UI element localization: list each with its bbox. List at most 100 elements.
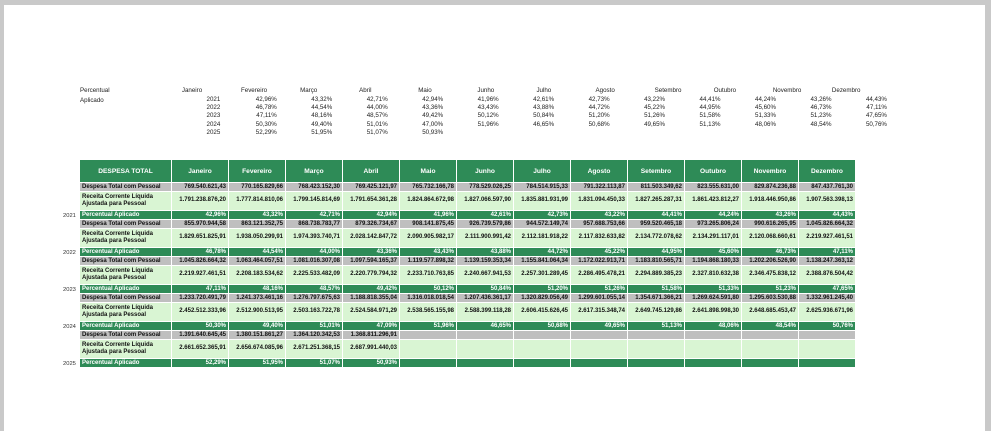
value-cell: 1.777.814.810,06 xyxy=(229,192,285,210)
value-cell: 770.165.829,66 xyxy=(229,183,285,191)
value-cell xyxy=(571,359,627,367)
value-cell: 829.874.236,88 xyxy=(742,183,798,191)
summary-value: 43,32% xyxy=(311,96,333,103)
value-cell: 1.332.961.245,40 xyxy=(799,294,855,302)
row-label-percentual: Percentual Aplicado xyxy=(80,322,171,330)
summary-month-header: Outubro xyxy=(713,87,737,94)
summary-value: 48,54% xyxy=(810,120,832,128)
value-cell: 2.346.475.838,12 xyxy=(742,266,798,284)
value-cell: 43,22% xyxy=(571,211,627,219)
row-label-despesa: Despesa Total com Pessoal xyxy=(80,220,171,228)
summary-month-header: Junho xyxy=(477,87,495,94)
summary-value: 51,95% xyxy=(311,128,333,136)
summary-value: 50,12% xyxy=(477,112,499,120)
value-cell: 2.219.927.461,51 xyxy=(172,266,228,284)
value-cell: 1.081.016.307,08 xyxy=(286,257,342,265)
value-cell: 47,11% xyxy=(799,248,855,256)
value-cell: 49,42% xyxy=(343,285,399,293)
value-cell: 1.194.868.180,33 xyxy=(685,257,741,265)
value-cell: 51,26% xyxy=(571,285,627,293)
summary-month-header: Janeiro xyxy=(181,87,203,94)
summary-value: 42,71% xyxy=(366,96,388,103)
value-cell: 2.606.415.626,45 xyxy=(514,303,570,321)
value-cell: 1.354.671.366,21 xyxy=(628,294,684,302)
value-cell xyxy=(457,359,513,367)
value-cell: 765.732.166,78 xyxy=(400,183,456,191)
summary-year: 2024 xyxy=(206,120,221,128)
value-cell: 1.233.720.491,79 xyxy=(172,294,228,302)
summary-value: 51,26% xyxy=(644,112,666,120)
summary-value: 42,94% xyxy=(422,96,444,103)
value-cell: 1.276.797.675,63 xyxy=(286,294,342,302)
table-row-despesa: Despesa Total com Pessoal 855.970.944,58 8… xyxy=(61,220,855,228)
value-cell: 43,32% xyxy=(229,211,285,219)
year-label xyxy=(61,331,79,339)
summary-value: 43,36% xyxy=(422,104,444,112)
value-cell: 868.738.783,77 xyxy=(286,220,342,228)
row-label-receita: Receita Corrente Líquida Ajustada para P… xyxy=(80,303,171,321)
value-cell: 1.172.022.913,71 xyxy=(571,257,627,265)
summary-row: 2025 52,29% 51,95% 51,07% 50,93% xyxy=(78,129,890,137)
summary-value: 46,73% xyxy=(810,104,832,112)
summary-row-spacer xyxy=(78,112,157,120)
value-cell: 959.520.465,18 xyxy=(628,220,684,228)
main-month-header: Abril xyxy=(343,160,399,182)
value-cell: 1.139.159.353,34 xyxy=(457,257,513,265)
value-cell: 2.503.163.722,78 xyxy=(286,303,342,321)
table-row-percentual: 2023 Percentual Aplicado 47,11% 48,16% 48,57… xyxy=(61,285,855,293)
table-row-receita: Receita Corrente Líquida Ajustada para P… xyxy=(61,340,855,358)
table-row-percentual: 2025 Percentual Aplicado 52,29% 51,95% 51,07… xyxy=(61,359,855,367)
summary-value: 47,65% xyxy=(865,112,887,120)
summary-row-spacer xyxy=(78,129,157,137)
row-label-percentual: Percentual Aplicado xyxy=(80,285,171,293)
value-cell: 1.241.373.461,16 xyxy=(229,294,285,302)
value-cell: 1.831.094.450,33 xyxy=(571,192,627,210)
value-cell: 2.327.810.632,38 xyxy=(685,266,741,284)
value-cell: 42,71% xyxy=(286,211,342,219)
summary-header: Percentual Aplicado Janeiro Fevereiro Març… xyxy=(78,86,890,104)
value-cell xyxy=(400,340,456,358)
value-cell xyxy=(685,340,741,358)
summary-row: 2023 47,11% 48,16% 48,57% 49,42% 50,12% 50,84%… xyxy=(78,112,890,120)
value-cell: 1.827.265.287,31 xyxy=(628,192,684,210)
summary-value: 50,76% xyxy=(865,120,887,128)
year-label xyxy=(61,183,79,191)
value-cell: 1.269.624.591,80 xyxy=(685,294,741,302)
value-cell: 1.045.826.664,32 xyxy=(799,220,855,228)
summary-value xyxy=(668,129,723,137)
value-cell: 1.380.151.861,27 xyxy=(229,331,285,339)
value-cell xyxy=(571,340,627,358)
summary-month-header: Fevereiro xyxy=(240,87,268,94)
main-month-header: Novembro xyxy=(742,160,798,182)
value-cell: 957.688.753,66 xyxy=(571,220,627,228)
value-cell xyxy=(742,340,798,358)
value-cell: 43,26% xyxy=(742,211,798,219)
summary-value: 43,43% xyxy=(477,104,499,112)
value-cell: 2.641.898.998,30 xyxy=(685,303,741,321)
value-cell: 2.294.889.385,23 xyxy=(628,266,684,284)
value-cell: 51,96% xyxy=(400,322,456,330)
table-row-despesa: Despesa Total com Pessoal 1.045.826.664,3… xyxy=(61,257,855,265)
value-cell: 2.671.251.368,15 xyxy=(286,340,342,358)
value-cell: 44,41% xyxy=(628,211,684,219)
value-cell: 1.155.841.064,34 xyxy=(514,257,570,265)
main-month-header: Agosto xyxy=(571,160,627,182)
summary-value: 47,11% xyxy=(256,112,277,120)
table-row-receita: Receita Corrente Líquida Ajustada para P… xyxy=(61,303,855,321)
value-cell: 944.572.149,74 xyxy=(514,220,570,228)
value-cell: 50,76% xyxy=(799,322,855,330)
row-label-despesa: Despesa Total com Pessoal xyxy=(80,183,171,191)
summary-row-spacer xyxy=(78,121,157,129)
summary-row: 2022 46,78% 44,54% 44,00% 43,36% 43,43% 43,88%… xyxy=(78,104,890,112)
table-row-receita: Receita Corrente Líquida Ajustada para P… xyxy=(61,266,855,284)
summary-value: 51,13% xyxy=(699,120,721,128)
value-cell: 1.907.563.398,13 xyxy=(799,192,855,210)
value-cell: 1.138.247.363,12 xyxy=(799,257,855,265)
summary-value: 44,95% xyxy=(699,104,721,112)
value-cell: 769.425.121,97 xyxy=(343,183,399,191)
row-label-percentual: Percentual Aplicado xyxy=(80,248,171,256)
value-cell: 2.656.674.085,96 xyxy=(229,340,285,358)
summary-row: 2024 50,30% 49,40% 51,01% 47,00% 51,96% 46,65%… xyxy=(78,121,890,129)
value-cell: 769.540.621,43 xyxy=(172,183,228,191)
value-cell: 1.188.818.355,04 xyxy=(343,294,399,302)
